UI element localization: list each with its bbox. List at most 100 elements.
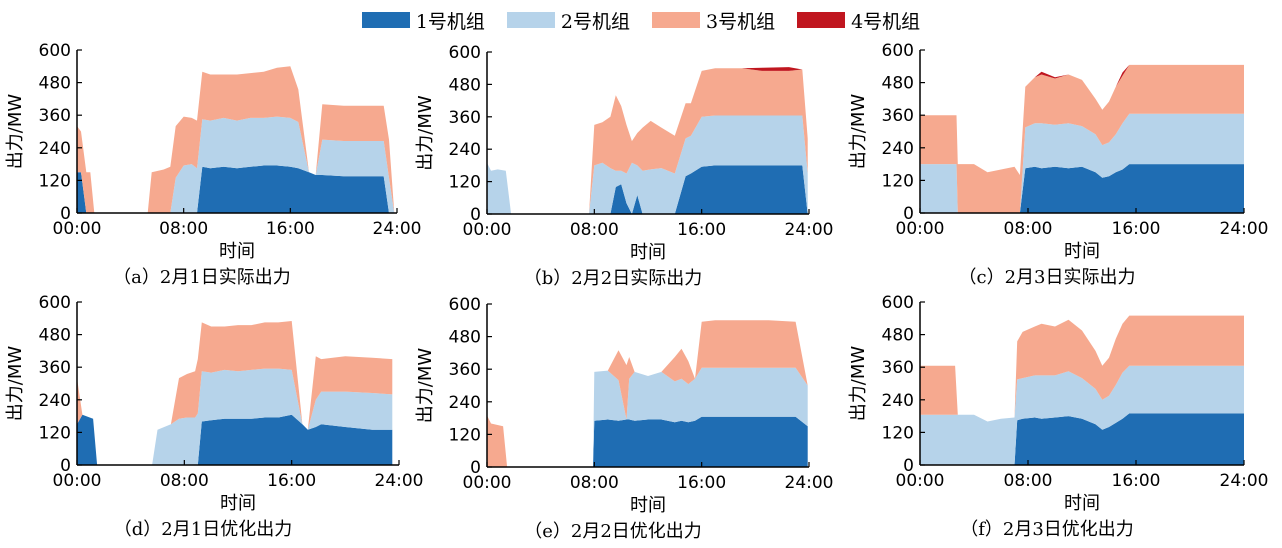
area-series-3 [920,315,1244,422]
y-axis-label: 出力/MW [415,348,436,424]
y-tick-label: 360 [882,106,914,126]
y-tick-label: 600 [882,41,914,61]
chart-caption: （a）2月1日实际出力 [113,267,291,288]
area-series-3 [920,64,1244,214]
area-series-2 [77,116,395,213]
y-tick-label: 600 [39,293,71,313]
y-tick-label: 0 [60,204,71,224]
legend-swatch [652,12,700,28]
y-tick-label: 0 [60,456,71,476]
legend-item-1: 1号机组 [361,7,485,34]
x-tick-label: 16:00 [677,220,726,240]
area-series-1 [487,416,808,467]
chart-panel-1: 0 120 240 360 480 600 00:00 08:00 16:00 24:00 时间 出力… [5,41,422,288]
legend-label: 2号机组 [560,10,630,33]
y-tick-label: 480 [39,326,71,346]
y-tick-label: 360 [449,108,481,128]
y-tick-label: 0 [903,204,914,224]
y-tick-label: 360 [39,106,71,126]
y-axis-label: 出力/MW [5,346,26,422]
x-tick-label: 24:00 [375,471,424,491]
y-tick-label: 600 [449,43,481,63]
x-tick-label: 08:00 [570,473,619,493]
y-tick-label: 480 [449,328,481,348]
y-axis-label: 出力/MW [848,346,869,422]
legend-item-4: 4号机组 [797,7,920,34]
legend-label: 3号机组 [706,10,776,33]
x-axis-label: 时间 [630,242,666,263]
y-axis-label: 出力/MW [415,95,436,171]
x-tick-label: 16:00 [267,471,316,491]
x-tick-label: 00:00 [463,220,512,240]
y-tick-label: 360 [39,358,71,378]
x-tick-label: 08:00 [159,219,208,239]
legend-label: 4号机组 [851,10,921,33]
x-tick-label: 16:00 [1112,219,1161,239]
x-tick-label: 16:00 [266,219,315,239]
y-tick-label: 240 [449,140,481,160]
y-tick-label: 120 [882,171,914,191]
chart-panel-6: 0 120 240 360 480 600 00:00 08:00 16:00 24:00 时间 出力… [848,293,1269,540]
x-axis-label: 时间 [219,241,255,262]
legend-item-2: 2号机组 [506,7,630,34]
x-tick-label: 24:00 [785,220,834,240]
area-series-1 [920,164,1244,213]
area-series-2 [487,115,808,214]
x-tick-label: 08:00 [160,471,209,491]
x-tick-label: 24:00 [785,473,834,493]
y-tick-label: 120 [449,173,481,193]
y-tick-label: 600 [39,41,71,61]
y-tick-label: 120 [39,171,71,191]
chart-caption: （c）2月3日实际出力 [959,267,1136,288]
area-series-3 [77,321,393,465]
y-tick-label: 240 [882,139,914,159]
area-series-2 [77,368,393,465]
y-axis-label: 出力/MW [5,94,26,170]
y-tick-label: 600 [449,295,481,315]
x-axis-label: 时间 [1064,493,1100,514]
y-tick-label: 0 [470,458,481,478]
x-axis-label: 时间 [220,493,256,514]
x-tick-label: 16:00 [677,473,726,493]
legend-swatch [797,12,846,28]
area-series-2 [920,113,1244,213]
y-tick-label: 0 [470,205,481,225]
area-series-1 [920,413,1244,465]
y-tick-label: 600 [882,293,914,313]
area-series-2 [920,365,1244,465]
x-tick-label: 00:00 [53,471,102,491]
y-tick-label: 0 [903,456,914,476]
chart-panel-3: 0 120 240 360 480 600 00:00 08:00 16:00 24:00 时间 出力… [848,41,1269,288]
legend-swatch [506,12,555,28]
chart-panel-5: 0 120 240 360 480 600 00:00 08:00 16:00 24:00 时间 出力… [415,295,834,542]
y-tick-label: 360 [882,358,914,378]
x-tick-label: 24:00 [1220,219,1269,239]
x-axis-label: 时间 [630,495,666,516]
x-tick-label: 08:00 [1004,219,1053,239]
y-tick-label: 480 [39,74,71,94]
legend-label: 1号机组 [415,10,485,33]
x-tick-label: 00:00 [53,219,102,239]
chart-caption: （b）2月2日实际出力 [524,268,702,289]
y-tick-label: 240 [449,393,481,413]
chart-caption: （f）2月3日优化出力 [960,519,1134,540]
y-tick-label: 360 [449,360,481,380]
y-axis-label: 出力/MW [848,94,869,170]
area-series-2 [487,367,808,467]
area-series-3 [487,68,808,214]
y-tick-label: 120 [39,423,71,443]
area-series-3 [77,66,395,213]
y-tick-label: 240 [882,391,914,411]
x-tick-label: 16:00 [1112,471,1161,491]
chart-panel-4: 0 120 240 360 480 600 00:00 08:00 16:00 24:00 时间 出力… [5,293,424,540]
area-series-1 [487,165,808,214]
x-tick-label: 24:00 [373,219,422,239]
y-tick-label: 120 [449,425,481,445]
legend-item-3: 3号机组 [652,7,775,34]
chart-panel-2: 0 120 240 360 480 600 00:00 08:00 16:00 24:00 时间 出力… [415,43,834,289]
y-tick-label: 480 [882,326,914,346]
x-tick-label: 00:00 [896,219,945,239]
x-axis-label: 时间 [1064,241,1100,262]
area-series-1 [77,165,395,213]
